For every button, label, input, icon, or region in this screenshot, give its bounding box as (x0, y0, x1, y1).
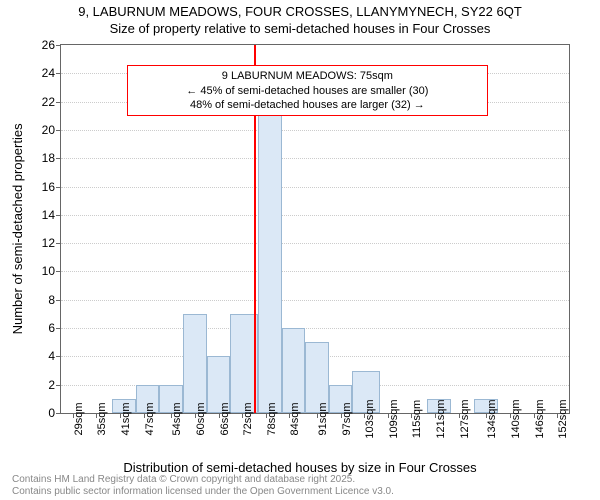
y-tick-label: 8 (48, 293, 55, 307)
footer: Contains HM Land Registry data © Crown c… (12, 474, 394, 498)
x-tick-label: 152sqm (557, 399, 569, 438)
annotation-line-1: 9 LABURNUM MEADOWS: 75sqm (134, 69, 481, 83)
x-tick-label: 109sqm (388, 399, 400, 438)
y-tick-mark (56, 243, 61, 244)
y-tick-label: 4 (48, 349, 55, 363)
x-tick-label: 60sqm (195, 402, 207, 435)
histogram-bar (183, 314, 207, 413)
histogram-bar (282, 328, 306, 413)
x-tick-label: 72sqm (242, 402, 254, 435)
footer-line-1: Contains HM Land Registry data © Crown c… (12, 474, 394, 486)
y-tick-label: 26 (42, 38, 55, 52)
gridline (61, 187, 569, 188)
y-tick-mark (56, 271, 61, 272)
x-tick-label: 127sqm (459, 399, 471, 438)
y-tick-label: 22 (42, 95, 55, 109)
y-tick-mark (56, 385, 61, 386)
y-tick-label: 14 (42, 208, 55, 222)
gridline (61, 215, 569, 216)
y-tick-mark (56, 187, 61, 188)
y-tick-mark (56, 356, 61, 357)
footer-line-2: Contains public sector information licen… (12, 486, 394, 498)
x-tick-label: 97sqm (341, 402, 353, 435)
x-tick-label: 115sqm (411, 400, 423, 438)
x-tick-label: 84sqm (289, 402, 301, 435)
annotation-box: 9 LABURNUM MEADOWS: 75sqm ← 45% of semi-… (127, 65, 488, 116)
annotation-line-2: ← 45% of semi-detached houses are smalle… (134, 84, 481, 98)
y-tick-mark (56, 73, 61, 74)
gridline (61, 130, 569, 131)
y-axis-title: Number of semi-detached properties (10, 123, 25, 334)
plot-area: 0246810121416182022242629sqm35sqm41sqm47… (60, 44, 570, 414)
gridline (61, 243, 569, 244)
y-tick-label: 18 (42, 151, 55, 165)
y-tick-label: 0 (48, 406, 55, 420)
title-line-2: Size of property relative to semi-detach… (0, 21, 600, 38)
x-tick-label: 54sqm (171, 402, 183, 435)
title-line-1: 9, LABURNUM MEADOWS, FOUR CROSSES, LLANY… (0, 4, 600, 21)
y-tick-label: 16 (42, 180, 55, 194)
x-tick-label: 140sqm (510, 399, 522, 438)
annotation-line-3: 48% of semi-detached houses are larger (… (134, 98, 481, 112)
x-tick-label: 41sqm (120, 402, 132, 435)
x-tick-label: 47sqm (144, 402, 156, 435)
gridline (61, 271, 569, 272)
chart-container: 9, LABURNUM MEADOWS, FOUR CROSSES, LLANY… (0, 0, 600, 500)
x-tick-label: 66sqm (219, 402, 231, 435)
y-tick-label: 12 (42, 236, 55, 250)
gridline (61, 158, 569, 159)
x-tick-label: 29sqm (73, 402, 85, 435)
y-tick-mark (56, 300, 61, 301)
y-tick-label: 24 (42, 66, 55, 80)
histogram-bar (258, 102, 282, 413)
gridline (61, 328, 569, 329)
x-axis-title: Distribution of semi-detached houses by … (0, 460, 600, 475)
x-tick-label: 146sqm (534, 399, 546, 438)
y-tick-mark (56, 328, 61, 329)
y-tick-mark (56, 130, 61, 131)
x-tick-label: 78sqm (266, 402, 278, 435)
y-tick-label: 20 (42, 123, 55, 137)
y-tick-label: 2 (48, 378, 55, 392)
x-tick-label: 91sqm (317, 402, 329, 435)
y-tick-mark (56, 215, 61, 216)
y-tick-mark (56, 102, 61, 103)
chart-title: 9, LABURNUM MEADOWS, FOUR CROSSES, LLANY… (0, 4, 600, 38)
x-tick-label: 35sqm (96, 402, 108, 435)
x-tick-label: 103sqm (364, 399, 376, 438)
y-tick-mark (56, 45, 61, 46)
x-tick-label: 121sqm (435, 399, 447, 438)
y-tick-label: 6 (48, 321, 55, 335)
y-tick-mark (56, 158, 61, 159)
gridline (61, 300, 569, 301)
x-tick-label: 134sqm (486, 399, 498, 438)
y-tick-label: 10 (42, 264, 55, 278)
y-tick-mark (56, 413, 61, 414)
